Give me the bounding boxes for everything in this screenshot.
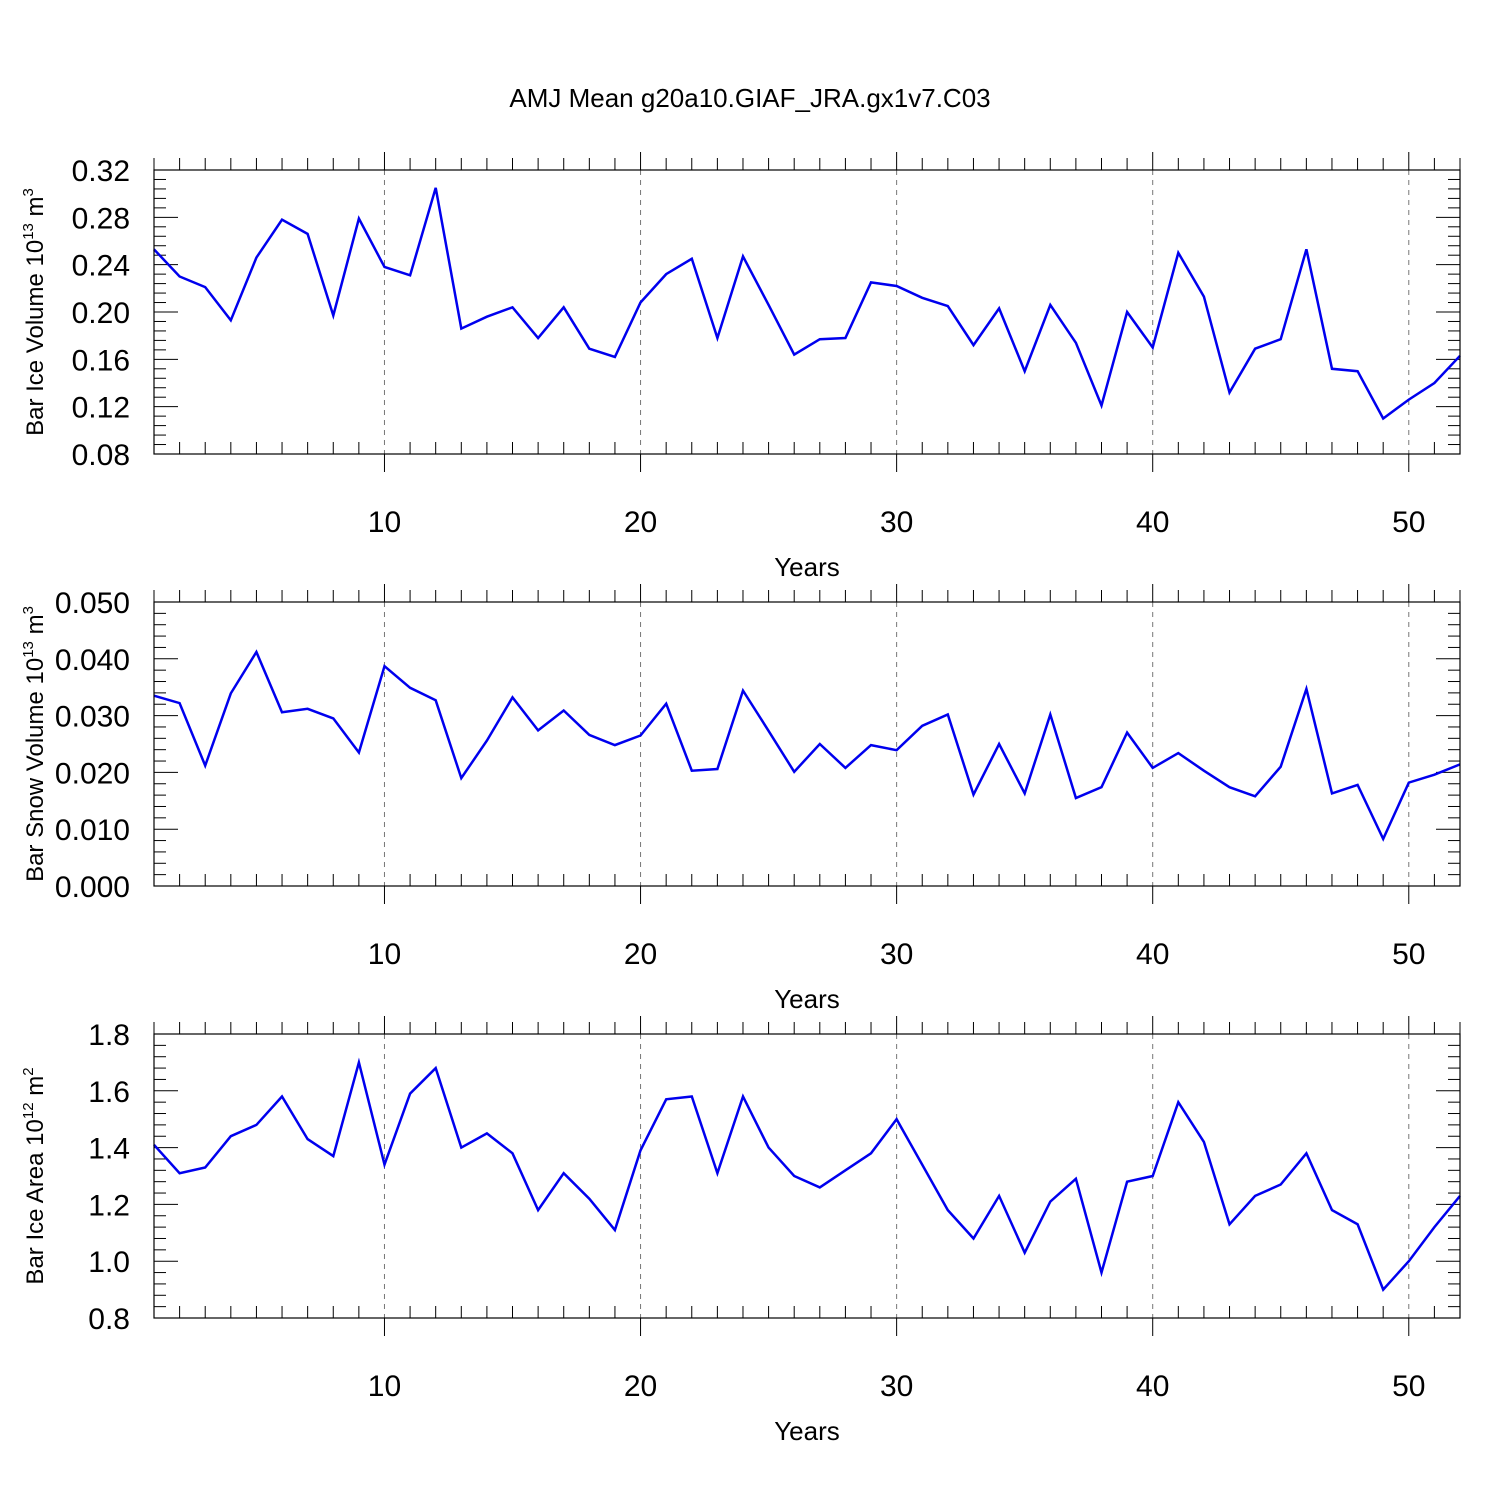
plot-frame (153, 601, 1461, 887)
y-axis-label-text: Bar Snow Volume 10 (22, 658, 49, 882)
y-tick-label: 0.010 (55, 814, 130, 847)
y-tick-label: 0.030 (55, 701, 130, 734)
y-axis-label-exponent: 12 (20, 1102, 37, 1119)
y-tick-label: 0.16 (72, 344, 130, 377)
y-tick-label: 0.020 (55, 757, 130, 790)
panels: 0.08 0.12 0.16 0.20 0.24 0.28 0.32 10 20 30 40 50 Ye… (20, 152, 1461, 1446)
plot-frame (153, 1033, 1461, 1319)
x-tick-label: 50 (1392, 938, 1425, 971)
y-tick-label: 0.8 (88, 1303, 130, 1336)
x-axis-label: Years (774, 984, 840, 1014)
x-tick-label: 20 (624, 506, 657, 539)
y-tick-label: 0.28 (72, 202, 130, 235)
x-tick-label: 40 (1136, 506, 1169, 539)
x-tick-label: 50 (1392, 1370, 1425, 1403)
x-tick-label: 10 (368, 506, 401, 539)
series-line (153, 187, 1461, 421)
x-tick-label: 30 (880, 1370, 913, 1403)
x-tick-label: 20 (624, 938, 657, 971)
y-tick-label: 0.050 (55, 587, 130, 620)
y-axis-label-unit-exponent: 3 (20, 606, 37, 614)
x-tick-label: 10 (368, 1370, 401, 1403)
x-tick-label: 20 (624, 1370, 657, 1403)
y-tick-label: 1.8 (88, 1019, 130, 1052)
series-line (153, 1057, 1461, 1292)
y-axis-label-unit: m (22, 614, 49, 641)
figure-title: AMJ Mean g20a10.GIAF_JRA.gx1v7.C03 (509, 83, 990, 113)
y-axis-label-unit-exponent: 3 (20, 188, 37, 196)
panel-3: 0.8 1.0 1.2 1.4 1.6 1.8 10 20 30 40 50 Years Bar Ice… (20, 1016, 1461, 1446)
y-tick-label: 1.4 (88, 1133, 130, 1166)
y-axis-label: Bar Snow Volume 1013 m3 (20, 606, 49, 882)
x-tick-label: 30 (880, 506, 913, 539)
y-axis-label-text: Bar Ice Volume 10 (22, 240, 49, 436)
y-axis-label-exponent: 13 (20, 223, 37, 240)
x-tick-label: 40 (1136, 938, 1169, 971)
x-axis-label: Years (774, 1416, 840, 1446)
x-tick-label: 50 (1392, 506, 1425, 539)
series-line (153, 649, 1461, 842)
y-tick-label: 0.20 (72, 297, 130, 330)
y-axis-label: Bar Ice Volume 1013 m3 (20, 188, 49, 436)
y-axis-label: Bar Ice Area 1012 m2 (20, 1067, 49, 1284)
x-tick-label: 30 (880, 938, 913, 971)
x-axis-label: Years (774, 552, 840, 582)
y-tick-label: 0.08 (72, 439, 130, 472)
panel-2: 0.000 0.010 0.020 0.030 0.040 0.050 10 20 30 40 50… (20, 584, 1461, 1014)
y-axis-label-unit: m (22, 196, 49, 223)
y-tick-label: 0.040 (55, 644, 130, 677)
y-axis-label-exponent: 13 (20, 641, 37, 658)
y-tick-label: 1.2 (88, 1189, 130, 1222)
y-tick-label: 0.32 (72, 155, 130, 188)
y-tick-label: 1.0 (88, 1246, 130, 1279)
y-tick-label: 1.6 (88, 1076, 130, 1109)
y-axis-label-text: Bar Ice Area 10 (22, 1119, 49, 1284)
x-tick-label: 40 (1136, 1370, 1169, 1403)
y-tick-label: 0.12 (72, 392, 130, 425)
y-tick-label: 0.24 (72, 250, 130, 283)
plot-frame (153, 169, 1461, 455)
panel-1: 0.08 0.12 0.16 0.20 0.24 0.28 0.32 10 20 30 40 50 Ye… (20, 152, 1461, 582)
x-tick-label: 10 (368, 938, 401, 971)
y-axis-label-unit-exponent: 2 (20, 1067, 37, 1075)
y-tick-label: 0.000 (55, 871, 130, 904)
y-axis-label-unit: m (22, 1076, 49, 1103)
